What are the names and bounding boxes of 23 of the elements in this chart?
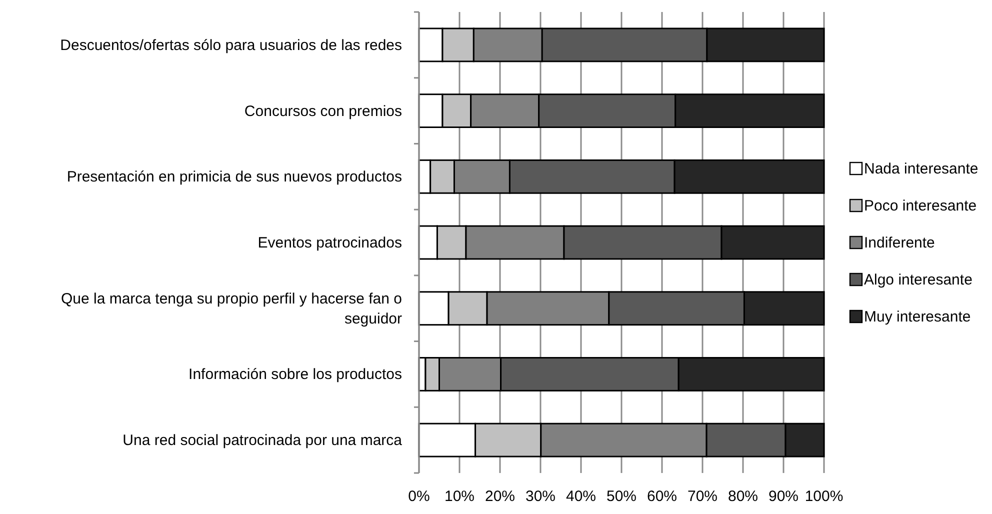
y-tick-label: Presentación en primicia de sus nuevos productos bbox=[66, 168, 402, 186]
x-tick-label: 70% bbox=[687, 488, 718, 505]
legend-label: Indiferente bbox=[864, 234, 935, 252]
x-tick-label: 80% bbox=[728, 488, 758, 505]
x-tick-label: 30% bbox=[525, 488, 556, 505]
legend-label: Muy interesante bbox=[864, 308, 971, 326]
y-tick-label: Concursos con premios bbox=[244, 102, 402, 120]
y-tick-label: Información sobre los productos bbox=[188, 366, 402, 384]
x-tick-label: 50% bbox=[606, 488, 637, 505]
legend-label: Nada interesante bbox=[864, 160, 978, 178]
y-tick-label: Una red social patrocinada por una marca bbox=[122, 432, 403, 450]
x-tick-label: 90% bbox=[768, 488, 799, 505]
x-tick-label: 0% bbox=[408, 488, 430, 505]
x-tick-label: 40% bbox=[566, 488, 596, 505]
y-tick-label: Eventos patrocinados bbox=[258, 234, 402, 252]
x-tick-label: 20% bbox=[484, 488, 516, 505]
legend-label: Algo interesante bbox=[864, 272, 972, 288]
y-tick-label: Descuentos/ofertas sólo para usuarios de las redes bbox=[60, 36, 402, 54]
x-tick-label: 10% bbox=[444, 488, 475, 505]
x-tick-label: 60% bbox=[646, 488, 678, 505]
legend-label: Poco interesante bbox=[864, 198, 977, 214]
y-tick-label: Que la marca tenga su propio perfil y hacerse fan o seguidor bbox=[60, 290, 402, 328]
x-tick-label: 100% bbox=[804, 488, 844, 505]
